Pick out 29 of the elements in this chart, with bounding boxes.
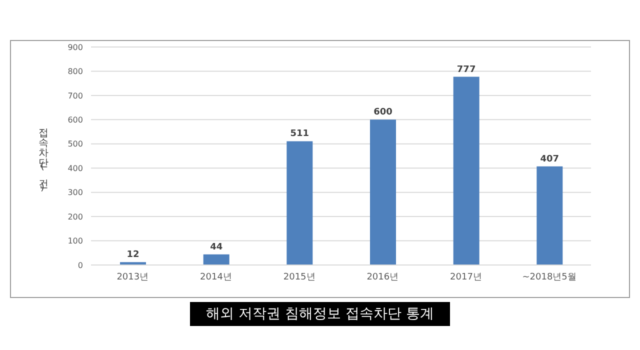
data-label: 777 (456, 64, 476, 75)
y-tick-label: 600 (68, 116, 83, 125)
y-axis-title: 접속차단(건) (37, 121, 48, 193)
y-tick-label: 500 (68, 140, 83, 149)
data-label: 12 (126, 250, 140, 260)
x-tick-label: ~2018년5월 (522, 272, 576, 282)
bar (536, 166, 563, 265)
y-tick-label: 900 (68, 42, 83, 52)
x-tick-label: 2017년 (450, 272, 482, 282)
bar (286, 141, 313, 265)
data-label: 407 (540, 154, 560, 164)
y-tick-label: 700 (68, 91, 83, 100)
x-tick-label: 2013년 (116, 272, 149, 282)
bar (453, 76, 480, 265)
data-label: 511 (290, 129, 310, 140)
x-tick-label: 2016년 (366, 272, 399, 282)
y-tick-label: 100 (68, 236, 83, 246)
y-tick-label: 400 (68, 164, 83, 173)
bar (370, 120, 396, 265)
bar (203, 254, 230, 265)
y-tick-label: 800 (68, 67, 83, 76)
y-tick-label: 200 (68, 212, 83, 222)
x-tick-label: 2014년 (200, 272, 232, 282)
x-tick-label: 2015년 (283, 272, 316, 282)
text: 해외 저작권 침해정보 접속차단 통계 (190, 302, 450, 326)
data-label: 600 (374, 108, 392, 118)
y-tick-label: 0 (78, 260, 83, 270)
data-label: 44 (210, 242, 223, 252)
y-tick-label: 300 (68, 188, 83, 198)
